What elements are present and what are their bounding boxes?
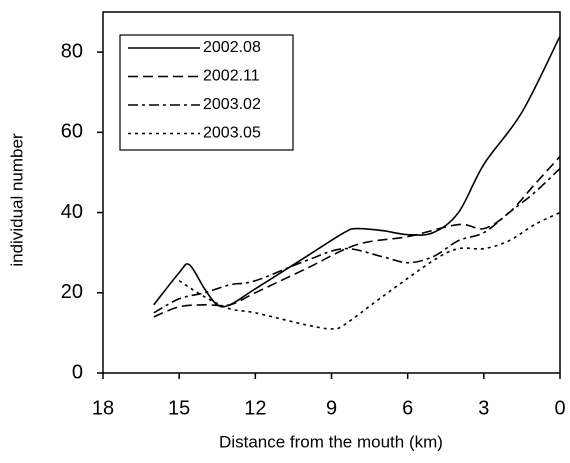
series-line: [153, 167, 561, 314]
x-tick-label: 6: [402, 397, 413, 419]
x-axis-label: Distance from the mouth (km): [219, 432, 443, 451]
x-tick-label: 18: [92, 397, 114, 419]
series-line: [153, 35, 561, 308]
x-tick-label: 0: [554, 397, 565, 419]
y-axis-label: individual number: [7, 133, 26, 267]
y-tick-label: 0: [72, 361, 83, 383]
y-tick-label: 60: [61, 121, 83, 143]
series-line: [153, 155, 561, 318]
y-tick-label: 40: [61, 201, 83, 223]
legend-label: 2002.11: [203, 68, 260, 85]
y-tick-label: 80: [61, 40, 83, 62]
legend-box: [119, 34, 294, 151]
legend-label: 2002.08: [203, 39, 261, 56]
x-tick-label: 9: [326, 397, 337, 419]
series-line: [178, 211, 561, 330]
legend-label: 2003.05: [203, 125, 261, 142]
x-tick-label: 3: [478, 397, 489, 419]
legend-label: 2003.02: [203, 96, 261, 113]
x-tick-label: 15: [168, 397, 190, 419]
y-tick-label: 20: [61, 281, 83, 303]
x-tick-label: 12: [244, 397, 266, 419]
